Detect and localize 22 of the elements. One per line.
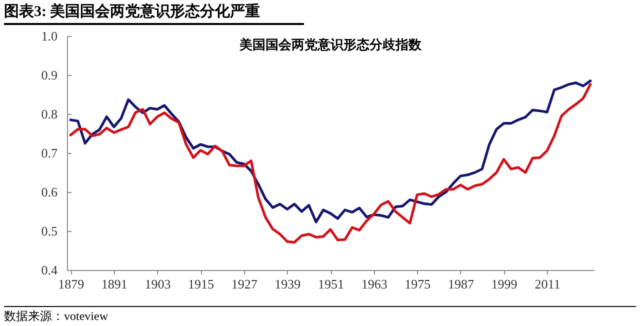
y-tick-label: 0.7 bbox=[41, 146, 58, 160]
x-tick-label: 1975 bbox=[404, 276, 431, 292]
x-tick-label: 2011 bbox=[534, 276, 560, 292]
y-tick-label: 0.6 bbox=[41, 184, 58, 200]
y-tick-label: 1.0 bbox=[41, 28, 58, 44]
y-tick-label: 0.9 bbox=[41, 68, 58, 82]
x-tick-label: 1999 bbox=[491, 276, 518, 292]
x-tick-label: 1879 bbox=[58, 276, 84, 292]
y-tick-label: 0.5 bbox=[41, 224, 58, 238]
chart-title: 图表3: 美国国会两党意识形态分化严重 bbox=[4, 2, 304, 25]
x-tick-label: 1963 bbox=[361, 276, 388, 292]
x-tick-label: 1951 bbox=[318, 276, 344, 292]
y-tick-label: 0.4 bbox=[41, 262, 58, 278]
x-tick-label: 1903 bbox=[144, 276, 171, 292]
x-tick-label: 1915 bbox=[188, 276, 214, 292]
x-tick-label: 1891 bbox=[101, 276, 128, 292]
x-tick-label: 1939 bbox=[274, 276, 301, 292]
y-tick-label: 0.8 bbox=[41, 106, 58, 122]
source-note: 数据来源：voteview bbox=[4, 306, 636, 325]
x-tick-label: 1987 bbox=[448, 276, 474, 292]
chart-subtitle: 美国国会两党意识形态分歧指数 bbox=[238, 37, 422, 52]
x-tick-label: 1927 bbox=[231, 276, 258, 292]
